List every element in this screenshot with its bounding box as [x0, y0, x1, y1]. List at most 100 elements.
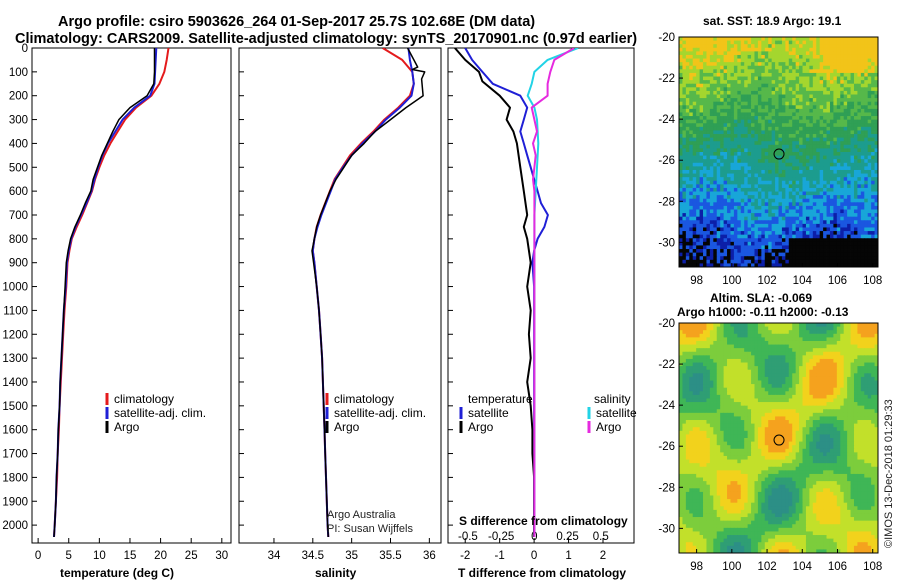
- heatmap-cell: [857, 173, 862, 178]
- heatmap-cell: [816, 344, 821, 349]
- heatmap-cell: [692, 358, 697, 363]
- heatmap-cell: [795, 369, 800, 374]
- heatmap-cell: [812, 51, 817, 56]
- heatmap-cell: [716, 337, 721, 342]
- heatmap-cell: [860, 98, 865, 103]
- heatmap-cell: [860, 362, 865, 367]
- heatmap-cell: [727, 62, 731, 67]
- heatmap-cell: [761, 72, 766, 77]
- heatmap-cell: [871, 351, 875, 356]
- heatmap-cell: [781, 184, 786, 189]
- heatmap-cell: [816, 373, 821, 378]
- heatmap-cell: [706, 337, 711, 342]
- heatmap-cell: [689, 355, 694, 360]
- heatmap-cell: [843, 202, 848, 207]
- heatmap-cell: [781, 134, 786, 139]
- heatmap-cell: [843, 187, 848, 192]
- heatmap-cell: [703, 234, 707, 239]
- heatmap-cell: [850, 373, 855, 378]
- heatmap-cell: [689, 80, 694, 85]
- heatmap-cell: [819, 195, 824, 200]
- heatmap-cell: [826, 159, 831, 164]
- heatmap-cell: [853, 216, 858, 221]
- heatmap-cell: [826, 323, 831, 327]
- heatmap-cell: [775, 177, 779, 182]
- heatmap-cell: [703, 369, 707, 374]
- lat-tick-label: -20: [658, 32, 675, 44]
- heatmap-cell: [826, 108, 831, 113]
- heatmap-cell: [761, 134, 766, 139]
- heatmap-cell: [747, 44, 752, 49]
- heatmap-cell: [833, 173, 838, 178]
- heatmap-cell: [778, 169, 783, 174]
- heatmap-cell: [833, 148, 838, 153]
- heatmap-cell: [720, 177, 724, 182]
- heatmap-cell: [723, 351, 728, 356]
- depth-tick-label: 200: [9, 91, 28, 103]
- heatmap-cell: [799, 252, 803, 257]
- heatmap-cell: [685, 227, 690, 232]
- heatmap-cell: [853, 384, 858, 389]
- heatmap-cell: [843, 44, 848, 49]
- heatmap-cell: [709, 69, 714, 74]
- heatmap-cell: [761, 87, 766, 92]
- heatmap-cell: [733, 256, 738, 261]
- heatmap-cell: [864, 159, 869, 164]
- heatmap-cell: [771, 119, 776, 124]
- heatmap-cell: [833, 351, 838, 356]
- heatmap-cell: [853, 373, 858, 378]
- heatmap-cell: [823, 90, 827, 95]
- heatmap-cell: [840, 119, 845, 124]
- heatmap-cell: [788, 166, 793, 171]
- heatmap-cell: [682, 216, 687, 221]
- heatmap-cell: [727, 366, 731, 371]
- heatmap-cell: [716, 166, 721, 171]
- heatmap-cell: [819, 65, 824, 70]
- heatmap-cell: [778, 256, 783, 261]
- heatmap-cell: [829, 376, 834, 381]
- heatmap-cell: [843, 126, 848, 131]
- heatmap-cell: [699, 119, 704, 124]
- heatmap-cell: [812, 256, 817, 261]
- heatmap-cell: [867, 108, 872, 113]
- heatmap-cell: [785, 358, 790, 363]
- heatmap-cell: [696, 47, 700, 52]
- heatmap-cell: [860, 173, 865, 178]
- heatmap-cell: [799, 80, 803, 85]
- heatmap-cell: [836, 351, 841, 356]
- heatmap-cell: [744, 119, 749, 124]
- heatmap-cell: [689, 227, 694, 232]
- heatmap-cell: [696, 112, 700, 117]
- heatmap-cell: [744, 180, 749, 185]
- heatmap-cell: [768, 47, 773, 52]
- heatmap-cell: [823, 220, 827, 225]
- heatmap-cell: [799, 105, 803, 110]
- heatmap-cell: [703, 252, 707, 257]
- heatmap-cell: [740, 227, 745, 232]
- heatmap-cell: [709, 369, 714, 374]
- heatmap-cell: [764, 209, 769, 214]
- heatmap-cell: [761, 54, 766, 59]
- heatmap-cell: [730, 90, 735, 95]
- heatmap-cell: [733, 105, 738, 110]
- heatmap-cell: [747, 94, 752, 99]
- heatmap-cell: [867, 373, 872, 378]
- heatmap-cell: [740, 69, 745, 74]
- heatmap-cell: [778, 220, 783, 225]
- heatmap-cell: [706, 191, 711, 196]
- heatmap-cell: [809, 231, 814, 236]
- heatmap-cell: [816, 216, 821, 221]
- heatmap-cell: [819, 58, 824, 63]
- heatmap-cell: [727, 369, 731, 374]
- heatmap-cell: [696, 169, 700, 174]
- heatmap-cell: [778, 83, 783, 88]
- heatmap-cell: [713, 180, 718, 185]
- heatmap-cell: [713, 337, 718, 342]
- heatmap-cell: [843, 337, 848, 342]
- heatmap-cell: [696, 198, 700, 203]
- heatmap-cell: [867, 366, 872, 371]
- heatmap-cell: [785, 119, 790, 124]
- heatmap-cell: [733, 123, 738, 128]
- heatmap-cell: [751, 177, 755, 182]
- heatmap-cell: [871, 116, 875, 121]
